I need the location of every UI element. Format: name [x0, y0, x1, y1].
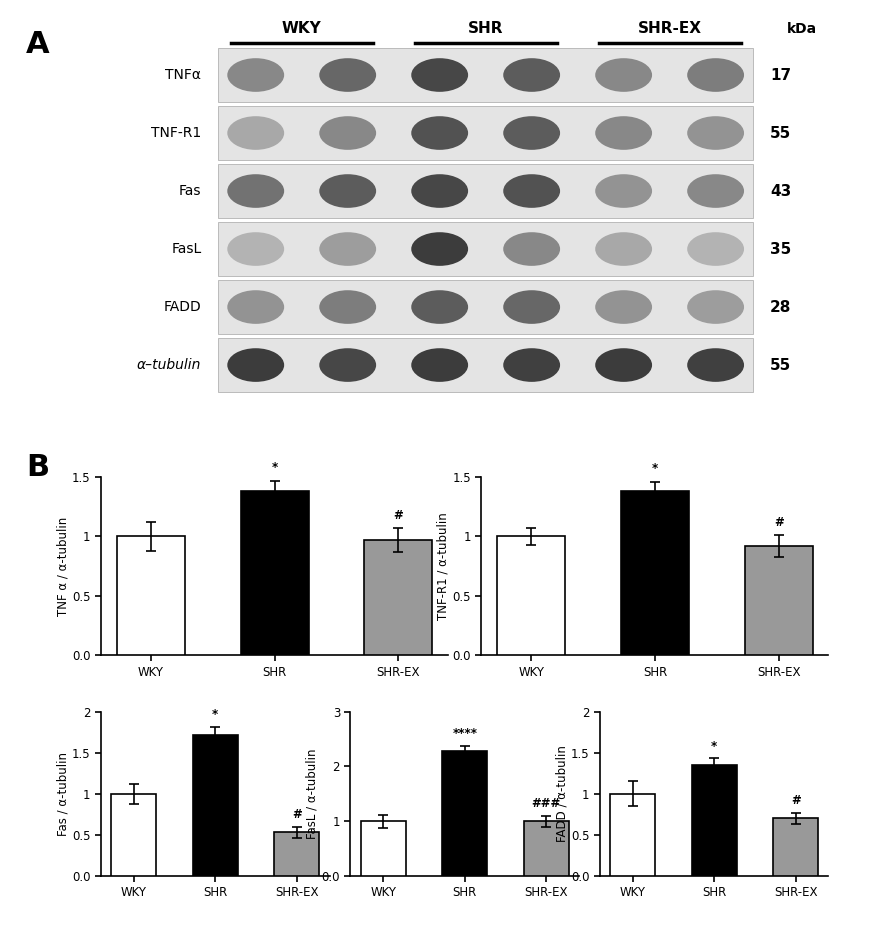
Ellipse shape	[503, 174, 560, 208]
Text: FADD: FADD	[164, 300, 201, 314]
Ellipse shape	[227, 232, 284, 266]
Text: ###: ###	[531, 797, 561, 810]
Ellipse shape	[503, 349, 560, 382]
Y-axis label: Fas / α-tubulin: Fas / α-tubulin	[57, 752, 69, 836]
Bar	[611, 794, 655, 876]
Ellipse shape	[595, 174, 652, 208]
Text: kDa: kDa	[787, 22, 817, 36]
FancyBboxPatch shape	[218, 338, 753, 391]
Bar	[111, 794, 156, 876]
FancyBboxPatch shape	[218, 48, 753, 102]
Text: 55: 55	[770, 126, 791, 141]
Ellipse shape	[687, 349, 744, 382]
Text: TNFα: TNFα	[165, 68, 201, 82]
Ellipse shape	[595, 349, 652, 382]
Ellipse shape	[503, 116, 560, 150]
Text: Fas: Fas	[179, 184, 201, 198]
Ellipse shape	[411, 349, 468, 382]
Bar	[364, 540, 432, 655]
Text: *: *	[272, 461, 278, 474]
Text: TNF-R1: TNF-R1	[152, 126, 201, 140]
Y-axis label: TNF-R1 / α-tubulin: TNF-R1 / α-tubulin	[436, 513, 449, 620]
Y-axis label: TNF α / α-tubulin: TNF α / α-tubulin	[57, 516, 69, 616]
Ellipse shape	[503, 58, 560, 92]
Text: 43: 43	[770, 184, 791, 199]
Ellipse shape	[595, 232, 652, 266]
Text: *: *	[213, 708, 219, 721]
Text: 35: 35	[770, 241, 791, 256]
Ellipse shape	[411, 232, 468, 266]
Ellipse shape	[687, 58, 744, 92]
Text: #: #	[292, 808, 301, 821]
Ellipse shape	[503, 290, 560, 323]
Ellipse shape	[411, 58, 468, 92]
Text: 28: 28	[770, 299, 792, 314]
Text: WKY: WKY	[282, 21, 321, 36]
Ellipse shape	[320, 290, 376, 323]
Ellipse shape	[320, 116, 376, 150]
Y-axis label: FADD / α-tubulin: FADD / α-tubulin	[555, 746, 568, 843]
Text: *: *	[652, 462, 658, 475]
Text: FasL: FasL	[171, 242, 201, 256]
Ellipse shape	[227, 58, 284, 92]
FancyBboxPatch shape	[218, 106, 753, 159]
Ellipse shape	[687, 116, 744, 150]
Ellipse shape	[227, 349, 284, 382]
Ellipse shape	[595, 290, 652, 323]
Bar	[773, 818, 818, 876]
FancyBboxPatch shape	[218, 281, 753, 334]
Bar	[523, 821, 569, 876]
Text: 55: 55	[770, 358, 791, 373]
Ellipse shape	[320, 349, 376, 382]
Ellipse shape	[595, 116, 652, 150]
Bar	[192, 734, 238, 876]
Ellipse shape	[687, 232, 744, 266]
Bar	[361, 821, 406, 876]
Text: ****: ****	[452, 727, 477, 740]
Bar	[274, 832, 319, 876]
Ellipse shape	[595, 58, 652, 92]
Ellipse shape	[687, 290, 744, 323]
Y-axis label: FasL / α-tubulin: FasL / α-tubulin	[306, 748, 319, 839]
Text: *: *	[711, 740, 718, 753]
Ellipse shape	[320, 58, 376, 92]
Ellipse shape	[227, 290, 284, 323]
Ellipse shape	[503, 232, 560, 266]
Bar	[745, 546, 813, 655]
Ellipse shape	[320, 232, 376, 266]
Text: α–tubulin: α–tubulin	[137, 358, 201, 372]
FancyBboxPatch shape	[218, 164, 753, 218]
Text: 17: 17	[770, 67, 791, 83]
Ellipse shape	[411, 290, 468, 323]
Bar	[240, 491, 308, 655]
Bar	[692, 765, 737, 876]
FancyBboxPatch shape	[218, 223, 753, 276]
Text: SHR: SHR	[468, 21, 503, 36]
Text: #: #	[773, 516, 784, 529]
Text: B: B	[26, 454, 49, 483]
Text: A: A	[26, 31, 50, 60]
Ellipse shape	[227, 174, 284, 208]
Bar	[497, 537, 565, 655]
Bar	[621, 491, 689, 655]
Bar	[117, 537, 185, 655]
Text: SHR-EX: SHR-EX	[638, 21, 702, 36]
Ellipse shape	[411, 116, 468, 150]
Text: #: #	[791, 794, 800, 807]
Ellipse shape	[227, 116, 284, 150]
Text: #: #	[394, 509, 403, 522]
Ellipse shape	[411, 174, 468, 208]
Bar	[442, 751, 487, 876]
Ellipse shape	[320, 174, 376, 208]
Ellipse shape	[687, 174, 744, 208]
